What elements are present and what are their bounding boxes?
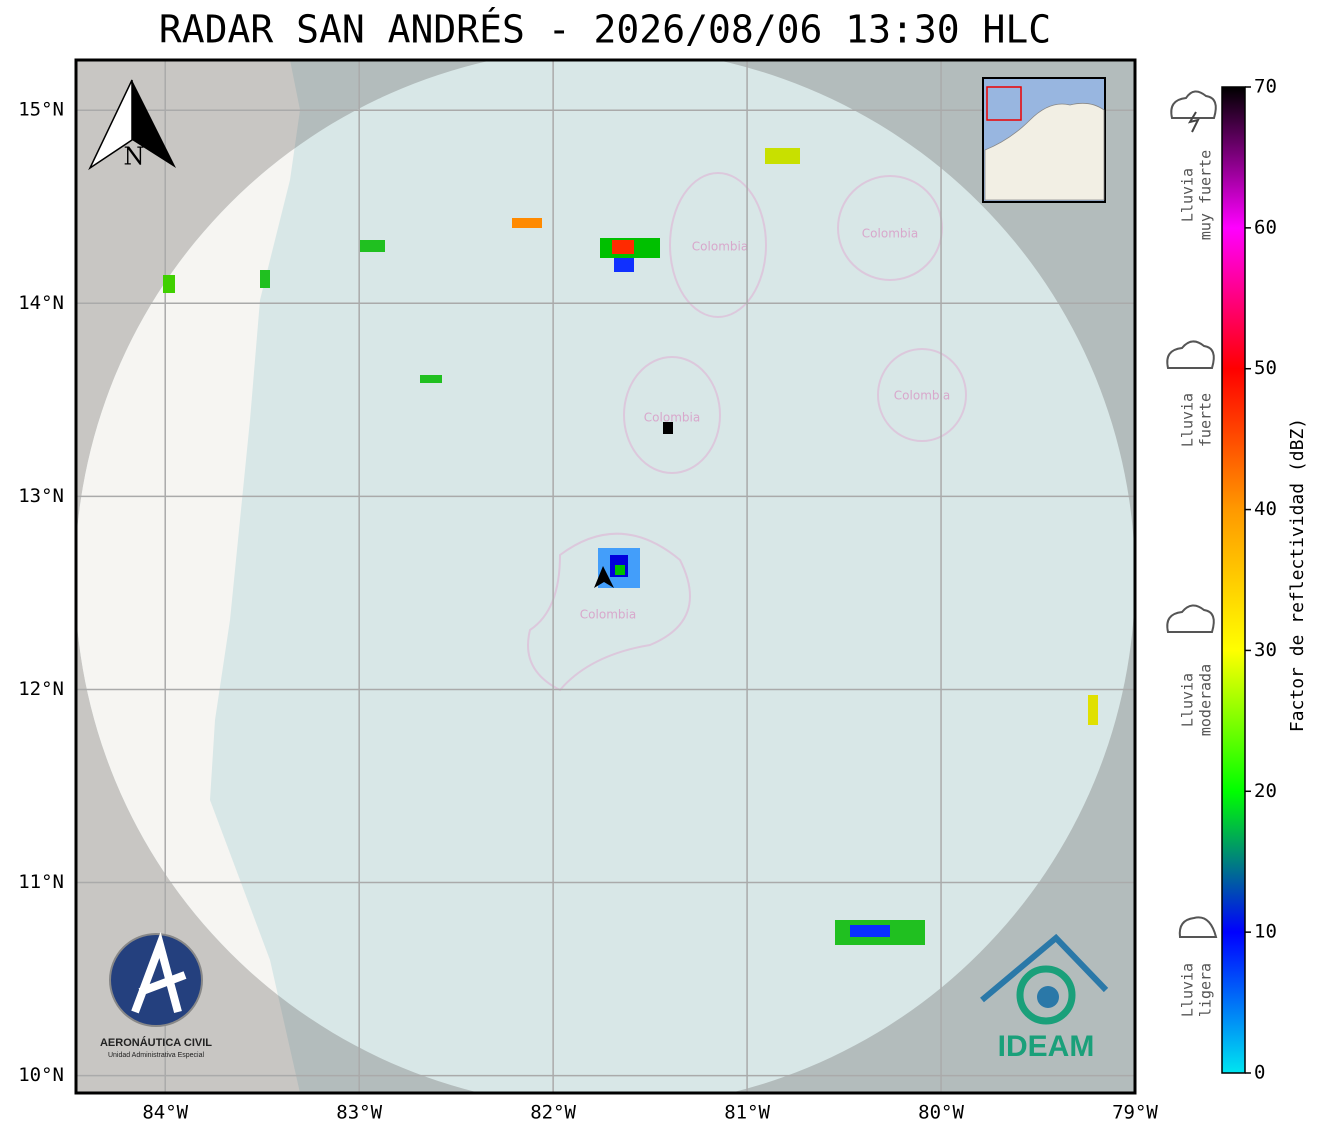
map-area: Colombia Colombia Colombia Colombia Colo…: [76, 60, 1135, 1093]
colorbar-tick-label: 20: [1254, 780, 1277, 802]
rain-icons: [1166, 90, 1218, 938]
y-tick-label: 13°N: [18, 485, 64, 507]
x-tick-label: 84°W: [142, 1102, 188, 1124]
colorbar-tick-label: 10: [1254, 921, 1277, 943]
north-arrow: N: [88, 79, 176, 171]
colorbar-tick-label: 60: [1254, 216, 1277, 238]
rain-level-label: Lluvia: [1179, 168, 1197, 222]
x-tick-label: 82°W: [530, 1102, 576, 1124]
rain-level-label: ligera: [1197, 963, 1215, 1017]
colorbar-tick-label: 40: [1254, 498, 1277, 520]
rain-level-label: Lluvia: [1179, 963, 1197, 1017]
x-tick-label: 79°W: [1112, 1102, 1158, 1124]
colorbar: [1221, 86, 1246, 1074]
aerocivil-name: AERONÁUTICA CIVIL: [100, 1036, 212, 1049]
place-label: Colombia: [894, 389, 950, 403]
colorbar-tick-label: 30: [1254, 639, 1277, 661]
y-tick-label: 14°N: [18, 292, 64, 314]
place-label: Colombia: [580, 608, 636, 622]
rain-level-label: fuerte: [1197, 393, 1215, 447]
rain-level-label: Lluvia: [1179, 673, 1197, 727]
place-label: Colombia: [692, 240, 748, 254]
colorbar-tick-label: 50: [1254, 357, 1277, 379]
y-tick-label: 12°N: [18, 678, 64, 700]
inset-map: [982, 77, 1106, 203]
place-label: Colombia: [644, 411, 700, 425]
ideam-name: IDEAM: [998, 1030, 1095, 1063]
y-tick-label: 11°N: [18, 871, 64, 893]
eez-borders: [527, 172, 967, 692]
x-tick-label: 83°W: [336, 1102, 382, 1124]
aerocivil-logo: AERONÁUTICA CIVIL Unidad Administrativa …: [100, 931, 212, 1059]
grid: [76, 60, 1135, 1093]
rain-level-label: muy fuerte: [1197, 150, 1215, 240]
aerocivil-sub: Unidad Administrativa Especial: [108, 1052, 205, 1059]
rain-level-label: Lluvia: [1179, 393, 1197, 447]
y-tick-label: 10°N: [18, 1064, 64, 1086]
x-tick-label: 80°W: [918, 1102, 964, 1124]
colorbar-tick-label: 70: [1254, 76, 1277, 98]
x-tick-label: 81°W: [724, 1102, 770, 1124]
north-label: N: [124, 143, 145, 171]
ideam-logo: IDEAM: [980, 933, 1109, 1063]
place-label: Colombia: [862, 227, 918, 241]
colorbar-tick-label: 0: [1254, 1062, 1265, 1084]
rain-level-label: moderada: [1197, 664, 1215, 736]
title: RADAR SAN ANDRÉS - 2026/08/06 13:30 HLC: [159, 8, 1051, 52]
radar-location: [594, 566, 614, 588]
colorbar-label: Factor de reflectividad (dBZ): [1287, 418, 1308, 732]
y-tick-label: 15°N: [18, 99, 64, 121]
map-frame: [74, 58, 1137, 1095]
